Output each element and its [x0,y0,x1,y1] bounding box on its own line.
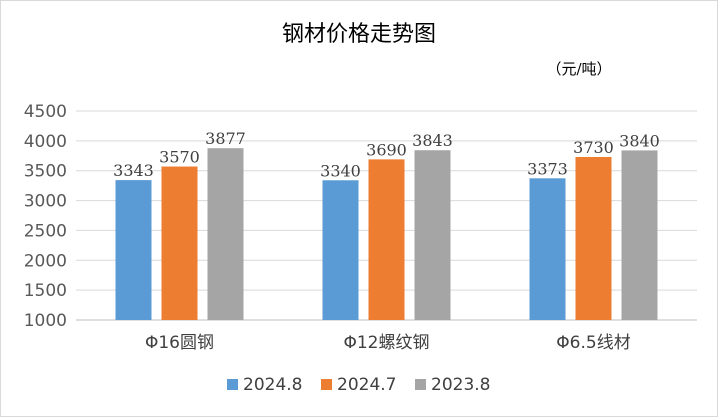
chart-title: 钢材价格走势图 [282,22,436,47]
bar [322,180,359,320]
legend-swatch [227,379,238,390]
legend-label: 2024.7 [337,375,396,395]
data-label: 3373 [527,159,568,178]
bars: 3343 3570 3877 3340 3690 3843 3373 3730 3840 [113,129,660,320]
y-tick-label: 3500 [24,162,67,182]
x-tick-label: Φ6.5线材 [556,333,630,353]
x-tick-label: Φ16圆钢 [145,333,214,353]
data-label: 3340 [320,161,361,180]
data-label: 3877 [205,129,246,148]
y-tick-label: 3000 [24,192,67,212]
legend: 2024.8 2024.7 2023.8 [227,375,490,395]
y-tick-label: 4000 [24,132,67,152]
data-label: 3730 [573,138,614,157]
bar [575,156,612,320]
y-tick-label: 4500 [24,102,67,122]
data-label: 3570 [159,148,200,167]
y-tick-label: 1000 [24,311,67,331]
data-label: 3343 [113,161,154,180]
legend-label: 2024.8 [243,375,302,395]
bar [621,150,658,320]
bar [115,180,152,320]
y-tick-label: 1500 [24,281,67,301]
x-tick-label: Φ12螺纹钢 [343,333,429,353]
y-tick-label: 2500 [24,221,67,241]
data-label: 3843 [412,131,453,150]
legend-swatch [321,379,332,390]
legend-swatch [415,379,426,390]
unit-label: （元/吨） [546,60,611,78]
data-label: 3690 [366,140,407,159]
bar [161,166,198,320]
x-axis: Φ16圆钢 Φ12螺纹钢 Φ6.5线材 [145,333,631,353]
legend-label: 2023.8 [431,375,490,395]
y-tick-label: 2000 [24,251,67,271]
bar [414,150,451,320]
bar [368,159,405,320]
y-axis: 1000 1500 2000 2500 3000 3500 4000 4500 [24,102,67,331]
bar [207,148,244,320]
bar [529,178,566,320]
data-label: 3840 [619,131,660,150]
